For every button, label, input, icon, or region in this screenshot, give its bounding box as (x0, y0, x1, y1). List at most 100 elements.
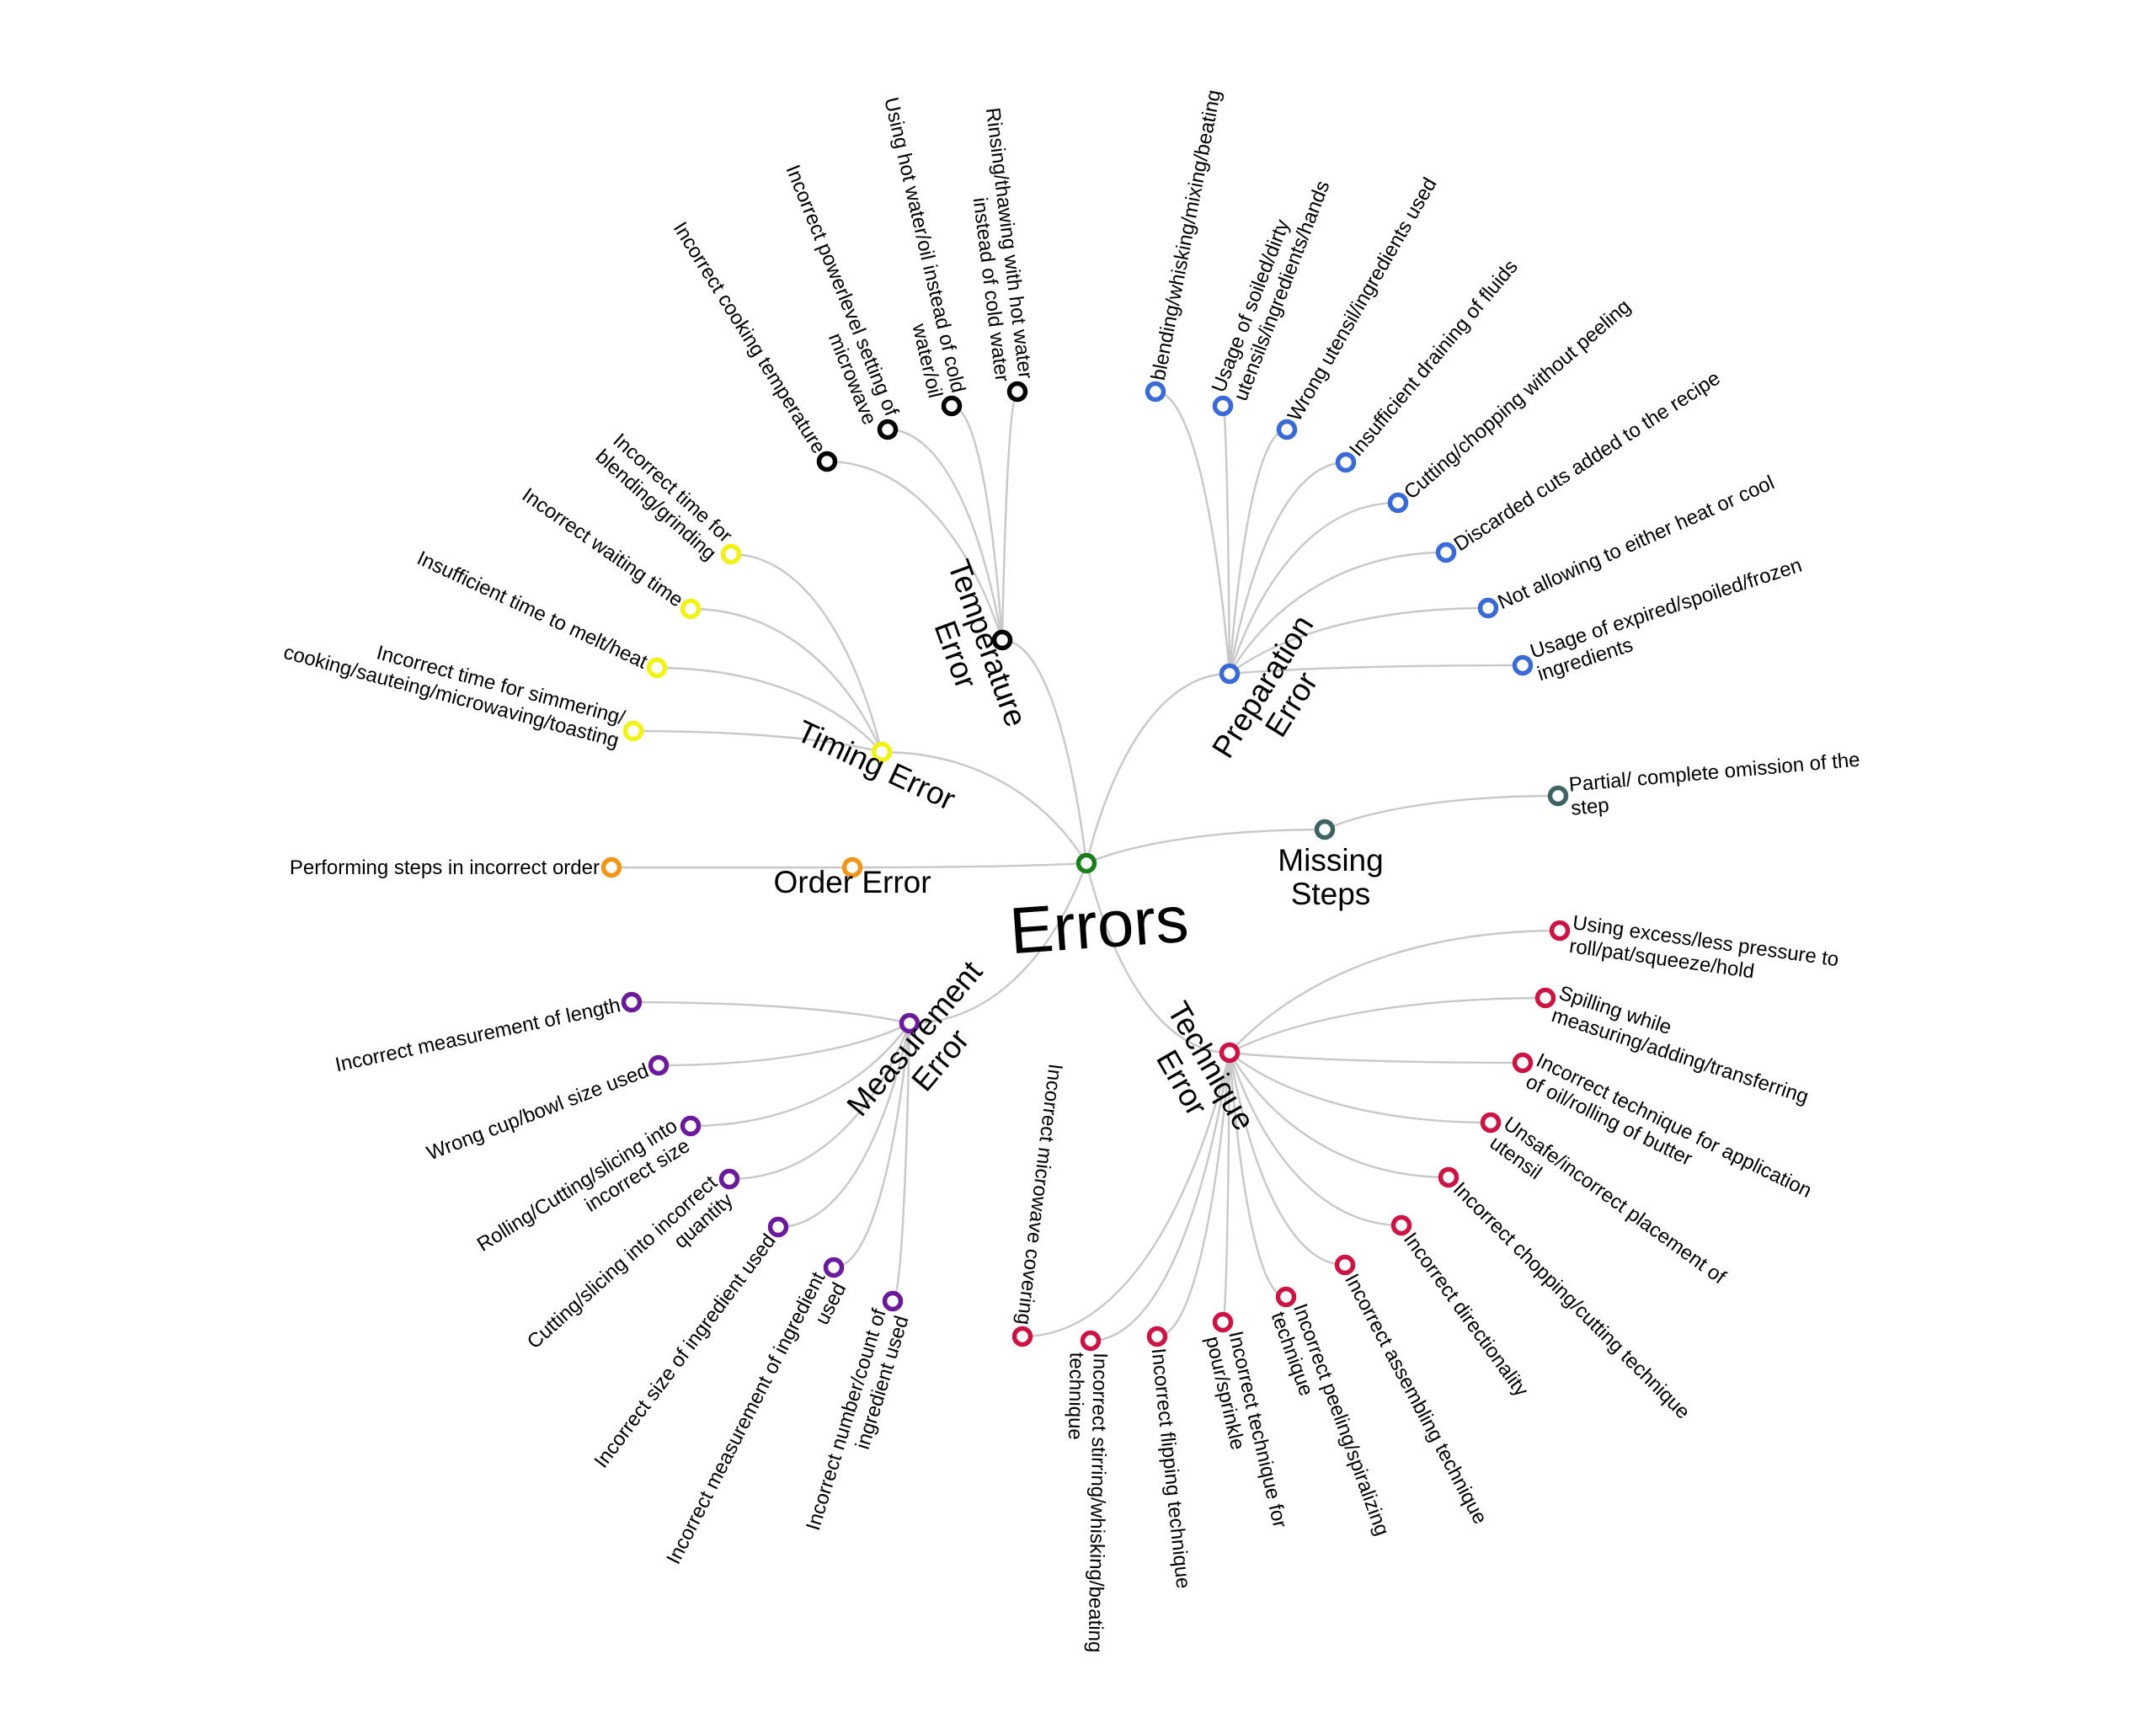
root-node[interactable] (1075, 852, 1097, 874)
link-preparation-3 (1228, 461, 1347, 675)
leaf-node-measurement-6[interactable] (621, 991, 643, 1013)
link-technique-3 (1229, 1052, 1492, 1124)
leaf-node-technique-2[interactable] (1512, 1052, 1534, 1074)
link-technique-5 (1228, 1052, 1402, 1227)
link-timing-1 (656, 666, 883, 753)
link-root-order (851, 862, 1087, 869)
link-temperature-3 (1001, 390, 1019, 641)
link-technique-6 (1228, 1052, 1346, 1267)
leaf-label-technique-10: Incorrect stirring/whisking/beatingtechn… (1060, 1352, 1112, 1652)
leaf-label-preparation-4: Cutting/chopping without peeling (1400, 295, 1636, 504)
leaf-label-order-0: Performing steps in incorrect order (290, 856, 600, 879)
link-preparation-7 (1229, 664, 1524, 675)
link-root-preparation (1085, 672, 1230, 864)
tree-labels: Errors TemperatureError Incorrect cooking … (281, 88, 1863, 1652)
leaf-node-temperature-0[interactable] (816, 451, 838, 472)
link-preparation-0 (1155, 390, 1231, 675)
leaf-node-technique-5[interactable] (1390, 1214, 1412, 1236)
category-label-order: Order Error (773, 865, 931, 899)
leaf-node-measurement-2[interactable] (767, 1216, 789, 1238)
leaf-label-temperature-0: Incorrect cooking temperature (669, 218, 830, 458)
category-node-missing[interactable] (1314, 819, 1336, 840)
tree-links (611, 390, 1561, 1342)
leaf-node-measurement-3[interactable] (718, 1168, 740, 1190)
link-timing-3 (730, 552, 883, 753)
leaf-node-technique-8[interactable] (1212, 1311, 1234, 1333)
leaf-node-preparation-2[interactable] (1276, 419, 1298, 440)
category-label-technique: TechniqueError (1131, 995, 1261, 1153)
category-label-temperature: TemperatureError (910, 555, 1033, 743)
link-measurement-1 (833, 1022, 911, 1269)
root-label: Errors (1007, 882, 1191, 968)
leaf-node-order-0[interactable] (600, 856, 622, 878)
link-technique-0 (1229, 929, 1561, 1054)
leaf-label-preparation-0: blending/whisking/mixing/beating (1147, 88, 1225, 382)
link-technique-10 (1090, 1052, 1231, 1342)
leaf-node-timing-2[interactable] (680, 598, 702, 620)
link-technique-4 (1228, 1052, 1449, 1179)
leaf-node-preparation-6[interactable] (1477, 597, 1499, 619)
leaf-node-temperature-1[interactable] (877, 419, 899, 440)
leaf-label-technique-0: Using excess/less pressure toroll/pat/sq… (1568, 911, 1840, 995)
link-technique-9 (1156, 1052, 1231, 1338)
link-temperature-1 (887, 428, 1004, 641)
link-root-timing (881, 750, 1088, 864)
leaf-node-measurement-5[interactable] (648, 1054, 670, 1076)
link-preparation-6 (1229, 606, 1489, 675)
leaf-node-technique-10[interactable] (1080, 1330, 1102, 1352)
leaf-node-timing-0[interactable] (622, 720, 644, 742)
link-measurement-3 (728, 1022, 911, 1181)
link-temperature-0 (826, 460, 1004, 641)
leaf-node-technique-0[interactable] (1549, 920, 1571, 942)
link-timing-2 (690, 607, 883, 753)
category-node-timing[interactable] (871, 741, 893, 763)
leaf-node-measurement-0[interactable] (882, 1290, 904, 1312)
category-node-preparation[interactable] (1219, 663, 1241, 685)
link-missing-0 (1324, 794, 1559, 831)
category-label-measurement: MeasurementError (840, 954, 1015, 1144)
leaf-node-timing-1[interactable] (646, 657, 668, 679)
link-timing-0 (632, 729, 883, 754)
category-node-technique[interactable] (1219, 1042, 1241, 1064)
leaf-node-technique-1[interactable] (1534, 987, 1556, 1009)
leaf-node-technique-7[interactable] (1275, 1286, 1297, 1308)
leaf-node-technique-6[interactable] (1334, 1254, 1356, 1276)
leaf-node-technique-3[interactable] (1480, 1112, 1502, 1134)
category-node-measurement[interactable] (899, 1012, 921, 1034)
leaf-node-preparation-1[interactable] (1212, 395, 1234, 417)
link-technique-2 (1229, 1051, 1524, 1064)
link-root-technique (1085, 862, 1230, 1054)
leaf-node-preparation-5[interactable] (1435, 542, 1457, 563)
leaf-node-measurement-1[interactable] (823, 1256, 845, 1278)
link-root-measurement (909, 862, 1088, 1025)
link-technique-7 (1228, 1052, 1287, 1299)
leaf-node-technique-9[interactable] (1146, 1326, 1168, 1347)
link-preparation-2 (1228, 428, 1288, 675)
leaf-node-timing-3[interactable] (720, 543, 742, 565)
category-node-order[interactable] (841, 856, 863, 878)
leaf-node-measurement-4[interactable] (680, 1115, 702, 1137)
leaf-node-preparation-3[interactable] (1335, 451, 1357, 473)
leaf-node-technique-11[interactable] (1011, 1326, 1033, 1347)
tree-nodes (600, 381, 1571, 1352)
leaf-node-technique-4[interactable] (1438, 1166, 1460, 1188)
link-measurement-4 (690, 1022, 910, 1128)
category-node-temperature[interactable] (991, 629, 1013, 651)
leaf-label-missing-0: Partial/ complete omission of thestep (1568, 749, 1863, 820)
leaf-label-technique-4: Incorrect chopping/cutting technique (1449, 1178, 1694, 1424)
leaf-label-measurement-4: Rolling/Cutting/slicing intoincorrect si… (473, 1114, 694, 1276)
link-technique-11 (1022, 1052, 1231, 1338)
leaf-node-preparation-7[interactable] (1512, 654, 1534, 676)
leaf-label-temperature-3: Rinsing/thawing with hot waterinstead of… (958, 106, 1037, 382)
link-measurement-2 (777, 1022, 911, 1229)
leaf-label-measurement-6: Incorrect measurement of length (334, 994, 623, 1076)
leaf-node-preparation-4[interactable] (1387, 492, 1409, 514)
leaf-node-preparation-0[interactable] (1145, 381, 1166, 403)
leaf-node-temperature-3[interactable] (1006, 381, 1028, 403)
leaf-label-technique-9: Incorrect flipping technique (1147, 1347, 1195, 1590)
leaf-label-technique-11: Incorrect microwave covering (1012, 1063, 1067, 1326)
link-measurement-6 (631, 1000, 910, 1025)
leaf-node-missing-0[interactable] (1547, 785, 1569, 807)
link-measurement-5 (658, 1022, 910, 1067)
leaf-node-temperature-2[interactable] (941, 395, 963, 417)
